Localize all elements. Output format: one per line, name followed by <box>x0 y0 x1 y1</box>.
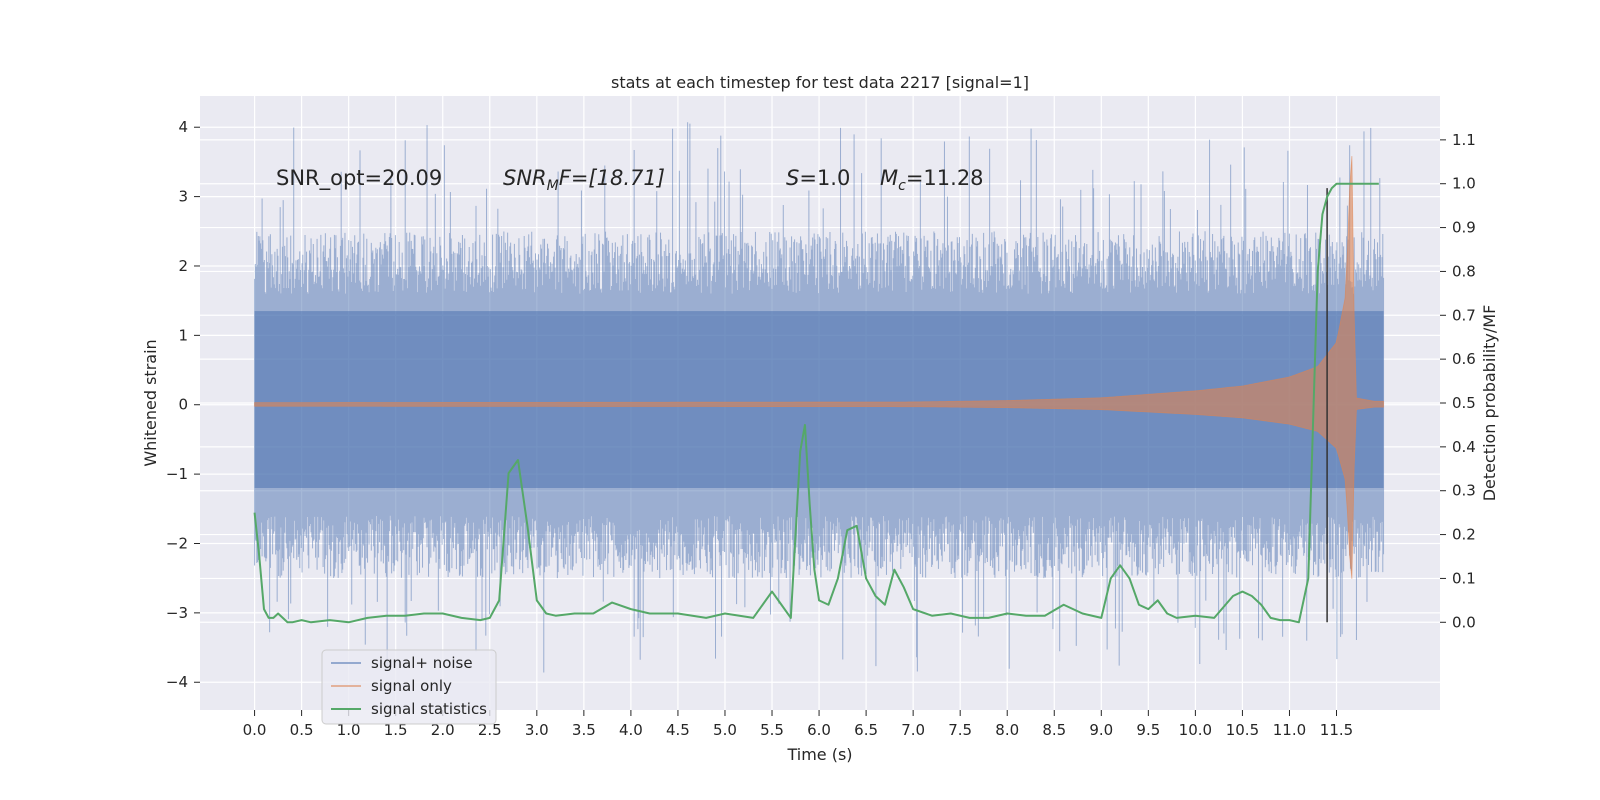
y2-tick-label: 0.4 <box>1452 438 1476 456</box>
y2-axis-label: Detection probability/MF <box>1480 305 1499 502</box>
annotation-mc-value: =11.28 <box>906 166 984 190</box>
y2-tick-label: 0.5 <box>1452 394 1476 412</box>
y-axis-ticks: 4 3 2 1 0 −1 −2 −3 −4 <box>166 118 200 691</box>
annotation-s: S=1.0 <box>786 166 850 190</box>
y2-tick-label: 1.0 <box>1452 175 1476 193</box>
x-tick-label: 4.0 <box>619 721 643 739</box>
x-tick-label: 4.5 <box>666 721 690 739</box>
chart-title: stats at each timestep for test data 221… <box>611 73 1029 92</box>
x-tick-label: 3.0 <box>525 721 549 739</box>
y2-tick-label: 0.6 <box>1452 350 1476 368</box>
y-tick-label: 4 <box>178 118 188 136</box>
y-tick-label: 1 <box>178 326 188 344</box>
annotations: SNR_opt=20.09 SNRMF=[18.71] S=1.0 Mc=11.… <box>276 166 984 194</box>
x-tick-label: 7.0 <box>901 721 925 739</box>
legend-label-signal: signal only <box>371 677 452 695</box>
x-tick-label: 9.0 <box>1089 721 1113 739</box>
x-tick-label: 10.5 <box>1226 721 1259 739</box>
signal-statistics-series <box>253 182 1379 624</box>
annotation-mc: Mc=11.28 <box>880 166 984 194</box>
y2-tick-label: 0.3 <box>1452 482 1476 500</box>
annotation-snr-mf-value: F=[18.71] <box>559 166 665 190</box>
annotation-snr-mf: SNRMF=[18.71] <box>503 166 665 194</box>
x-tick-label: 6.5 <box>854 721 878 739</box>
y2-tick-label: 1.1 <box>1452 131 1476 149</box>
y-tick-label: −2 <box>166 534 188 552</box>
x-tick-label: 0.0 <box>243 721 267 739</box>
annotation-snr-mf-sub: M <box>547 178 559 194</box>
x-tick-label: 3.5 <box>572 721 596 739</box>
y-tick-label: −3 <box>166 604 188 622</box>
legend-label-noise: signal+ noise <box>371 654 473 672</box>
signal-statistics-line <box>253 182 1379 624</box>
y-tick-label: 3 <box>178 188 188 206</box>
y-axis-label: Whitened strain <box>141 339 160 466</box>
legend-label-stats: signal statistics <box>371 700 487 718</box>
y-tick-label: 2 <box>178 257 188 275</box>
x-tick-label: 9.5 <box>1136 721 1160 739</box>
annotation-mc-label: M <box>880 166 898 190</box>
x-tick-label: 10.0 <box>1179 721 1212 739</box>
x-tick-label: 11.0 <box>1273 721 1306 739</box>
x-axis-label: Time (s) <box>786 745 852 764</box>
x-tick-label: 8.5 <box>1042 721 1066 739</box>
x-tick-label: 1.5 <box>384 721 408 739</box>
x-tick-label: 5.0 <box>713 721 737 739</box>
y2-tick-label: 0.1 <box>1452 569 1476 587</box>
y2-tick-label: 0.9 <box>1452 219 1476 237</box>
x-tick-label: 5.5 <box>760 721 784 739</box>
y2-tick-label: 0.2 <box>1452 526 1476 544</box>
y2-tick-label: 0.7 <box>1452 306 1476 324</box>
y-tick-label: −1 <box>166 465 188 483</box>
x-tick-label: 8.0 <box>995 721 1019 739</box>
y2-axis-ticks: 1.1 1.0 0.9 0.8 0.7 0.6 0.5 0.4 0.3 0.2 0.1 0.0 <box>1440 131 1476 631</box>
annotation-s-value: =1.0 <box>799 166 850 190</box>
y2-tick-label: 0.8 <box>1452 262 1476 280</box>
x-tick-label: 11.5 <box>1320 721 1353 739</box>
y-tick-label: 0 <box>178 396 188 414</box>
x-tick-label: 0.5 <box>290 721 314 739</box>
legend-box <box>321 649 497 725</box>
annotation-s-label: S <box>786 166 799 190</box>
x-tick-label: 6.0 <box>807 721 831 739</box>
y-tick-label: −4 <box>166 673 188 691</box>
x-tick-label: 2.0 <box>431 721 455 739</box>
annotation-snr-mf-label: SNR <box>503 166 547 190</box>
signal-only-envelope <box>254 156 1384 579</box>
x-tick-label: 2.5 <box>478 721 502 739</box>
x-tick-label: 1.0 <box>337 721 361 739</box>
x-tick-label: 7.5 <box>948 721 972 739</box>
annotation-mc-sub: c <box>898 178 906 194</box>
signal-only-series <box>254 156 1384 579</box>
legend: signal+ noise signal only signal statist… <box>321 649 497 725</box>
annotation-snr-opt: SNR_opt=20.09 <box>276 166 442 191</box>
y2-tick-label: 0.0 <box>1452 613 1476 631</box>
x-axis-ticks: 0.0 0.5 1.0 1.5 2.0 2.5 3.0 3.5 4.0 4.5 5.0 5.5 6.0 6… <box>243 710 1353 739</box>
